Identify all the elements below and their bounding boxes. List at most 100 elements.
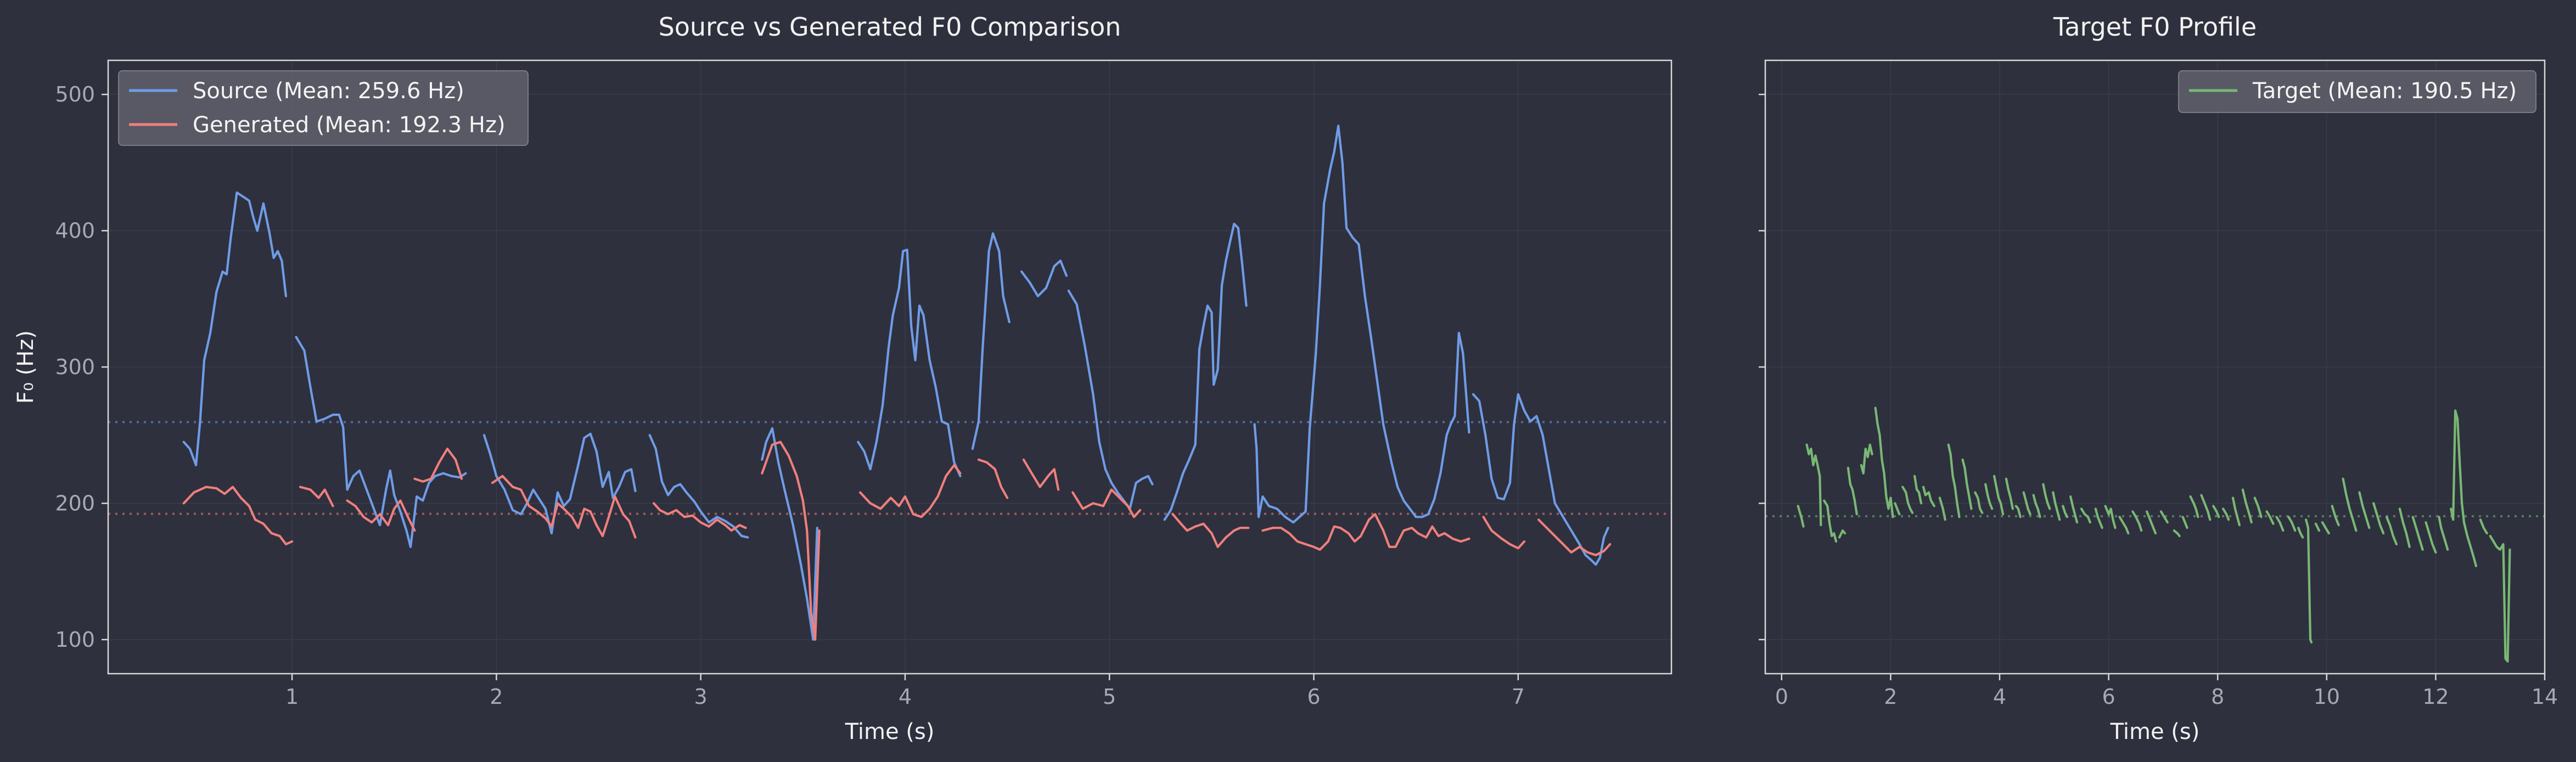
series-segment-generated xyxy=(299,486,334,507)
series-segment-target xyxy=(1922,486,1935,507)
x-axis-label: Time (s) xyxy=(2110,719,2200,744)
series-segment-generated xyxy=(1071,488,1142,518)
series-segment-target xyxy=(1874,407,1894,518)
target-panel: 0 2 4 6 8 10 12 14 Target F0 Profile Time (s) T… xyxy=(1759,12,2558,744)
series-segment-target xyxy=(1913,475,1923,505)
series-segment-target xyxy=(1993,475,2005,516)
series-segment-generated xyxy=(1482,516,1526,550)
chart-title: Source vs Generated F0 Comparison xyxy=(659,12,1121,42)
gridlines xyxy=(108,60,1671,674)
x-tick-label: 12 xyxy=(2422,685,2449,709)
series-segment-target xyxy=(2450,409,2477,567)
series-segment-target xyxy=(2265,510,2275,525)
series-segment-generated xyxy=(1261,513,1471,551)
series-segment-target xyxy=(2022,491,2031,516)
series-segment-target xyxy=(1901,486,1914,514)
series-segment-target xyxy=(2118,516,2130,535)
series-segment-target xyxy=(2425,521,2437,554)
y-tick-label: 500 xyxy=(55,82,95,106)
series-segment-target xyxy=(1797,505,1805,528)
series-segment-target xyxy=(2253,496,2263,518)
series-segment-source xyxy=(182,191,288,467)
x-tick-label: 0 xyxy=(1775,685,1788,709)
series-segment-generated xyxy=(491,475,637,539)
series-segment-source xyxy=(1253,125,1471,524)
x-tick-label: 7 xyxy=(1512,685,1525,709)
series-segment-target xyxy=(2287,516,2297,532)
series-segment-target xyxy=(2131,510,2143,532)
legend-label-source: Source (Mean: 259.6 Hz) xyxy=(193,78,464,104)
series-segment-target xyxy=(2411,516,2424,551)
series-segment-target xyxy=(2297,527,2304,539)
legend-label-generated: Generated (Mean: 192.3 Hz) xyxy=(193,112,506,138)
series-segment-source xyxy=(1067,289,1154,510)
legend-label-target: Target (Mean: 190.5 Hz) xyxy=(2252,78,2517,104)
series-segment-target xyxy=(2479,518,2488,535)
series-segment-target xyxy=(1823,499,1838,543)
series-segment-target xyxy=(2489,534,2511,663)
y-axis-label: F₀ (Hz) xyxy=(13,330,38,404)
series-segment-generated xyxy=(346,499,416,532)
x-tick-label: 14 xyxy=(2532,685,2558,709)
x-tick-label: 10 xyxy=(2314,685,2340,709)
series-segment-target xyxy=(1974,491,1984,514)
legend: Target (Mean: 190.5 Hz) xyxy=(2178,70,2536,113)
series-segment-source xyxy=(482,432,637,535)
series-segment-target xyxy=(2200,494,2212,521)
series-segment-source xyxy=(1163,223,1248,521)
series-segment-target xyxy=(2342,477,2358,532)
series-segment-target xyxy=(1847,466,1858,516)
series-segment-target xyxy=(2212,505,2220,518)
legend-box xyxy=(118,70,529,146)
series-segment-target xyxy=(2104,505,2117,529)
y-tick-label: 400 xyxy=(55,219,95,243)
series-segment-target xyxy=(2173,529,2181,538)
y-ticks: 100 200 300 400 500 xyxy=(55,82,108,652)
series-segment-target xyxy=(2372,502,2385,535)
x-tick-label: 2 xyxy=(490,685,503,709)
series-segment-source xyxy=(1020,259,1068,297)
series-segment-source xyxy=(648,434,749,539)
series-segment-source xyxy=(761,427,818,641)
series-segment-target xyxy=(2305,518,2313,644)
series-segment-source xyxy=(295,336,467,549)
series-segment-target xyxy=(2321,521,2330,535)
x-ticks: 0 2 4 6 8 10 12 14 xyxy=(1775,674,2558,709)
series-segment-generated xyxy=(1022,458,1060,491)
y-tick-label: 200 xyxy=(55,491,95,515)
series-segment-target xyxy=(2005,477,2014,510)
series-segment-target xyxy=(2052,491,2061,521)
series-segment-target xyxy=(2159,510,2169,524)
series-segment-target xyxy=(1961,458,1973,510)
series-segment-generated xyxy=(858,464,962,518)
legend: Source (Mean: 259.6 Hz) Generated (Mean:… xyxy=(118,70,529,146)
series-segment-target xyxy=(1805,443,1822,527)
series-segment-source xyxy=(971,232,1011,450)
chart-title: Target F0 Profile xyxy=(2053,12,2257,42)
series-segment-target xyxy=(2069,495,2079,524)
series-segment-target xyxy=(2314,522,2320,532)
series-segment-target xyxy=(2358,491,2371,529)
series-segment-target xyxy=(2398,507,2411,549)
series-segment-target xyxy=(2241,488,2253,524)
series-segment-target xyxy=(2331,505,2340,527)
series-segment-target xyxy=(2080,507,2091,524)
series-segment-target xyxy=(2014,505,2022,518)
series-segment-target xyxy=(2231,496,2241,527)
series-segment-target xyxy=(2042,483,2051,510)
x-tick-label: 2 xyxy=(1884,685,1897,709)
series-segment-target xyxy=(2062,505,2069,518)
x-tick-label: 6 xyxy=(1307,685,1320,709)
series-segment-target xyxy=(2032,494,2041,518)
series-segment-target xyxy=(2094,507,2103,529)
series-segment-generated xyxy=(977,458,1009,499)
series-segment-source xyxy=(857,249,962,477)
series-segment-target xyxy=(1860,443,1873,475)
x-tick-label: 1 xyxy=(285,685,299,709)
series-lines xyxy=(1797,407,2511,663)
series-segment-target xyxy=(1938,496,1946,521)
comparison-panel: 1 2 3 4 5 6 7 100 200 300 400 500 Source vs Genera… xyxy=(13,12,1673,744)
x-tick-label: 4 xyxy=(1993,685,2006,709)
series-segment-generated xyxy=(761,441,821,641)
series-segment-target xyxy=(2146,510,2157,535)
